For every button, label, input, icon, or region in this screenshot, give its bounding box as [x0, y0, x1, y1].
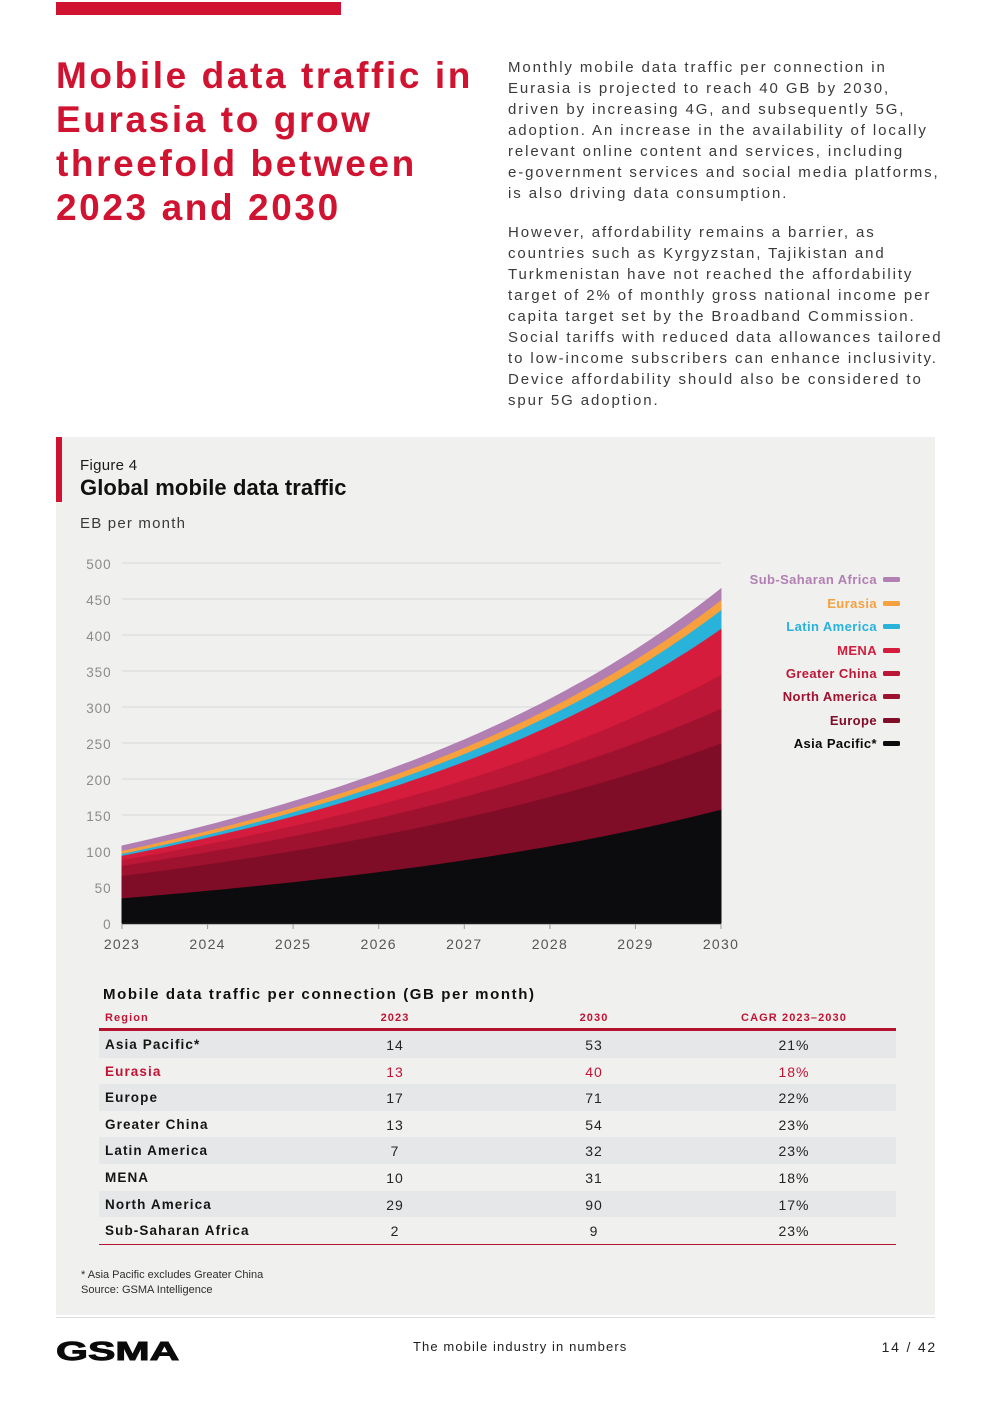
svg-text:400: 400 [86, 629, 111, 644]
svg-text:50: 50 [95, 881, 112, 896]
svg-text:150: 150 [86, 809, 111, 824]
svg-text:300: 300 [86, 701, 111, 716]
svg-text:100: 100 [86, 845, 111, 860]
svg-text:2024: 2024 [189, 936, 225, 952]
svg-text:2029: 2029 [617, 936, 653, 952]
svg-text:2027: 2027 [446, 936, 482, 952]
svg-text:2030: 2030 [703, 936, 739, 952]
svg-text:2028: 2028 [532, 936, 568, 952]
svg-text:250: 250 [86, 737, 111, 752]
svg-text:500: 500 [86, 557, 111, 572]
svg-text:2023: 2023 [104, 936, 140, 952]
svg-text:0: 0 [103, 917, 111, 932]
svg-text:2026: 2026 [361, 936, 397, 952]
svg-text:450: 450 [86, 593, 111, 608]
svg-text:2025: 2025 [275, 936, 311, 952]
svg-text:200: 200 [86, 773, 111, 788]
svg-text:350: 350 [86, 665, 111, 680]
